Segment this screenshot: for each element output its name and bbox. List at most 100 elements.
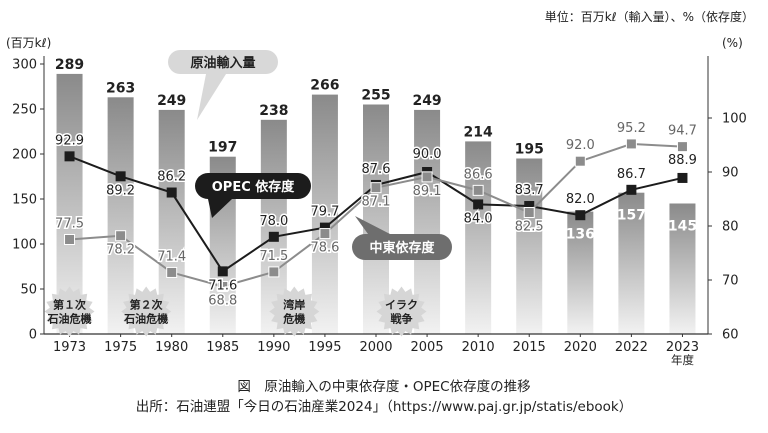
mideast-data-label: 95.2 <box>617 121 646 136</box>
mideast-point <box>676 141 688 153</box>
opec-point <box>217 266 228 277</box>
mideast-point <box>421 171 433 183</box>
y-right-tick-label: 60 <box>722 328 739 343</box>
opec-point <box>524 201 535 212</box>
y-right-tick-label: 70 <box>722 274 739 289</box>
mideast-data-label: 89.1 <box>413 184 442 199</box>
y-left-tick-label: 150 <box>12 193 37 208</box>
y-right-tick-label: 90 <box>722 166 739 181</box>
x-tick-label: 1985 <box>206 340 239 355</box>
figure-caption: 図 原油輸入の中東依存度・OPEC依存度の推移 <box>237 379 531 395</box>
x-tick-label: 2005 <box>411 340 444 355</box>
opec-point <box>626 184 637 195</box>
bar-value-label: 197 <box>208 140 237 156</box>
opec-point <box>677 172 688 183</box>
opec-data-label: 88.9 <box>668 153 697 168</box>
event-label: 第１次 <box>53 298 86 312</box>
mideast-data-label: 92.0 <box>566 138 595 153</box>
mideast-callout-box <box>352 234 452 260</box>
mideast-data-label: 78.2 <box>106 243 135 258</box>
x-tick-label: 2023 <box>666 340 699 355</box>
mideast-data-label: 86.6 <box>464 167 493 182</box>
y-right-tick-label: 100 <box>722 112 747 127</box>
mideast-point <box>319 228 331 240</box>
mideast-callout-pointer <box>355 216 390 234</box>
mideast-data-label: 82.5 <box>515 220 544 235</box>
mideast-data-label: 71.4 <box>157 249 186 264</box>
x-tick-label: 2020 <box>564 340 597 355</box>
mideast-point <box>523 207 535 218</box>
figure-source: 出所：石油連盟「今日の石油産業2024」（https://www.paj.gr.… <box>135 399 633 415</box>
y-right-tick-label: 80 <box>722 220 739 235</box>
opec-data-label: 86.7 <box>617 167 646 182</box>
mideast-point <box>574 155 586 167</box>
mideast-data-label: 94.7 <box>668 124 697 139</box>
event-label: 第２次 <box>130 298 163 312</box>
mideast-point <box>268 266 280 278</box>
x-tick-label: 1980 <box>155 340 188 355</box>
bar-value-label: 263 <box>106 80 135 96</box>
event-starburst <box>121 286 172 337</box>
event-label: イラク <box>385 299 418 312</box>
event-label: 石油危機 <box>123 312 168 326</box>
bars-callout-label: 原油輸入量 <box>190 55 255 71</box>
x-tick-label: 2000 <box>359 340 392 355</box>
x-tick-label-suffix: 年度 <box>671 353 694 367</box>
bar-value-label: 249 <box>157 93 186 109</box>
mideast-point <box>64 234 76 245</box>
event-label: 石油危機 <box>47 312 92 326</box>
opec-data-label: 83.7 <box>515 183 544 198</box>
event-label: 戦争 <box>391 312 413 326</box>
y-left-tick-label: 50 <box>20 283 37 298</box>
x-tick-label: 1973 <box>53 340 86 355</box>
opec-data-label: 78.0 <box>259 214 288 229</box>
mideast-data-label: 68.8 <box>208 293 237 308</box>
x-tick-label: 2022 <box>615 340 648 355</box>
bar-value-label: 255 <box>361 88 390 104</box>
bar-value-label: 289 <box>55 57 84 73</box>
opec-data-label: 86.2 <box>157 170 186 185</box>
chart-svg: 0 50 100 150 200 250 300 60 70 80 90 100 (百万kℓ) (%) 19… <box>6 36 747 367</box>
y-left-tick-label: 250 <box>12 103 37 118</box>
bar <box>669 203 696 334</box>
mideast-point <box>217 280 229 292</box>
opec-callout-pointer <box>208 199 232 218</box>
bar-value-label: 136 <box>566 227 595 243</box>
bars-callout-box <box>168 50 278 74</box>
event-label: 湾岸 <box>283 298 305 312</box>
bar-value-label: 214 <box>464 124 493 140</box>
bar <box>465 141 492 334</box>
event-starburst <box>44 286 95 337</box>
bar-value-label: 157 <box>617 208 646 224</box>
mideast-point <box>115 230 127 242</box>
bar <box>516 158 543 334</box>
bar-value-label: 195 <box>515 142 544 158</box>
opec-callout-box <box>195 173 311 199</box>
opec-data-label: 92.9 <box>55 133 84 148</box>
mideast-point <box>472 184 484 196</box>
opec-point <box>166 187 177 198</box>
bar-value-label: 145 <box>668 219 697 235</box>
mideast-point <box>166 266 178 278</box>
opec-data-label: 87.6 <box>362 162 391 177</box>
opec-point <box>319 222 330 233</box>
opec-data-label: 79.7 <box>310 205 339 220</box>
mideast-point <box>625 138 637 150</box>
opec-point <box>64 151 75 162</box>
mideast-point <box>370 182 382 194</box>
opec-data-label: 90.0 <box>413 147 442 162</box>
mideast-data-label: 78.6 <box>310 241 339 256</box>
bars-callout-pointer <box>197 74 226 120</box>
x-tick-label: 1990 <box>257 340 290 355</box>
opec-callout-label: OPEC 依存度 <box>212 179 296 195</box>
opec-data-label: 84.0 <box>464 211 493 226</box>
x-tick-label: 2015 <box>513 340 546 355</box>
opec-data-label: 71.6 <box>208 278 237 293</box>
opec-point <box>575 210 586 221</box>
opec-data-label: 89.2 <box>106 183 135 198</box>
y-right-unit-label: (%) <box>722 36 743 50</box>
y-left-tick-label: 200 <box>12 148 37 163</box>
y-left-tick-label: 0 <box>29 328 37 343</box>
opec-point <box>473 199 484 210</box>
bar-value-label: 238 <box>259 103 288 119</box>
